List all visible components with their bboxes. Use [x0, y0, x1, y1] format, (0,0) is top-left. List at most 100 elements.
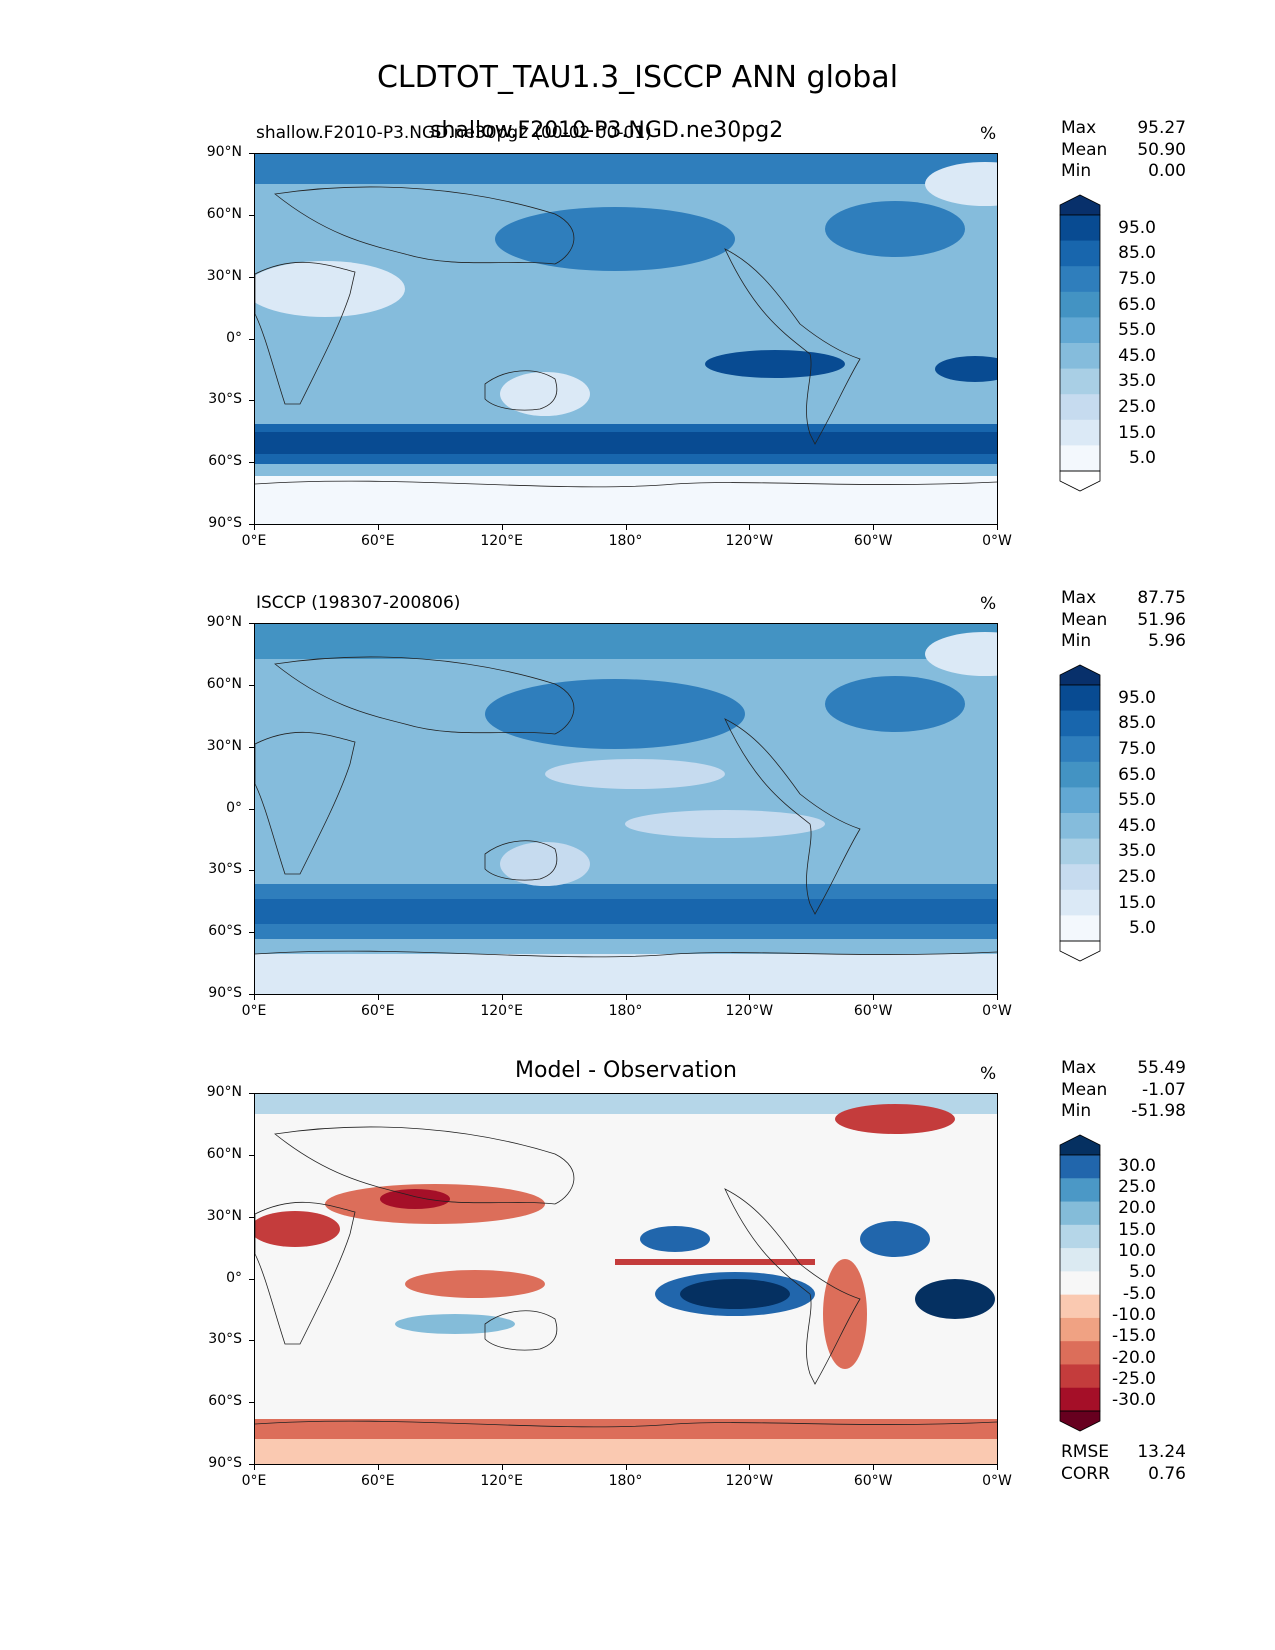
africa-outline — [255, 261, 356, 405]
x-tick-label: 180° — [608, 1003, 643, 1019]
y-tick-mark — [249, 1216, 254, 1218]
x-tick-label: 0°W — [982, 1473, 1012, 1489]
colorbar-segment — [1060, 685, 1100, 712]
north-atlantic-cloud — [825, 676, 965, 732]
se-atlantic-stratocumulus — [935, 356, 997, 382]
y-tick-label: 30°N — [206, 267, 242, 284]
x-tick-mark — [501, 525, 503, 530]
x-tick-label: 60°W — [853, 533, 893, 549]
x-tick-label: 0°E — [241, 1003, 267, 1019]
colorbar-segment — [1060, 838, 1100, 865]
colorbar-segment — [1060, 1178, 1100, 1203]
stat-mean-value: 50.90 — [1137, 139, 1186, 160]
sahara-clear — [255, 261, 405, 317]
colorbar-segment — [1060, 813, 1100, 840]
colorbar-level-label: 85.0 — [1118, 713, 1156, 734]
stat-max-value: 87.75 — [1137, 588, 1186, 608]
colorbar-level-label: -10.0 — [1112, 1305, 1156, 1325]
colorbar-level-label: 25.0 — [1118, 1177, 1156, 1197]
panel2-colorbar-svg — [1059, 664, 1101, 962]
south-america-positive — [823, 1259, 867, 1369]
panel2-map — [254, 623, 998, 995]
colorbar-segment — [1060, 1317, 1100, 1342]
colorbar-level-label: 5.0 — [1128, 918, 1156, 939]
colorbar-level-label: 30.0 — [1118, 1155, 1156, 1176]
y-tick-label: 90°N — [206, 1084, 242, 1100]
panel2-colorbar — [1058, 663, 1103, 963]
colorbar-level-label: -20.0 — [1112, 1347, 1156, 1368]
panel3-colorbar — [1058, 1133, 1103, 1433]
colorbar-segment — [1060, 1248, 1100, 1272]
x-tick-label: 180° — [608, 533, 643, 549]
x-tick-mark — [377, 995, 379, 1000]
colorbar-top-extension — [1059, 664, 1101, 686]
stat-corr-value: 0.76 — [1148, 1463, 1186, 1484]
x-tick-mark — [873, 525, 875, 530]
colorbar-outline — [1059, 1154, 1101, 1412]
colorbar-bottom-extension — [1059, 940, 1101, 962]
y-tick-label: 60°S — [208, 923, 242, 940]
y-tick-mark — [249, 1154, 254, 1156]
africa-outline — [255, 731, 356, 875]
y-tick-label: 60°S — [208, 453, 242, 470]
x-tick-mark — [625, 995, 627, 1000]
colorbar-segment — [1060, 445, 1100, 472]
x-tick-mark — [625, 1465, 627, 1470]
colorbar-segment — [1060, 1294, 1100, 1319]
colorbar-segment — [1060, 889, 1100, 916]
y-tick-mark — [249, 623, 254, 624]
colorbar-level-label: 45.0 — [1118, 345, 1156, 366]
colorbar-level-label: 15.0 — [1118, 422, 1156, 443]
y-tick-label: 30°S — [208, 391, 242, 408]
tibet-positive-core — [380, 1189, 450, 1209]
colorbar-outline — [1059, 214, 1101, 472]
x-tick-label: 60°W — [853, 1473, 893, 1489]
y-tick-label: 0° — [226, 1269, 242, 1286]
colorbar-top-extension — [1059, 1134, 1101, 1156]
x-tick-mark — [997, 525, 998, 530]
colorbar-level-label: 95.0 — [1118, 687, 1156, 708]
colorbar-level-label: -15.0 — [1112, 1326, 1156, 1347]
se-atlantic-negative — [915, 1279, 995, 1319]
colorbar-level-label: 65.0 — [1118, 764, 1156, 785]
colorbar-level-label: 75.0 — [1118, 269, 1156, 289]
colorbar-level-label: 5.0 — [1128, 1262, 1156, 1283]
panel3-colorbar-svg — [1059, 1134, 1101, 1432]
americas-outline — [724, 248, 861, 445]
itcz-positive-band — [615, 1259, 815, 1265]
y-tick-label: 60°N — [206, 675, 242, 692]
figure-suptitle: CLDTOT_TAU1.3_ISCCP ANN global — [376, 60, 899, 95]
x-tick-mark — [749, 1465, 751, 1470]
colorbar-level-label: 55.0 — [1118, 320, 1156, 341]
panel3-error-stats: RMSE 13.24 CORR 0.76 — [1061, 1442, 1186, 1485]
y-tick-label: 90°S — [208, 1455, 242, 1471]
stat-max-value: 95.27 — [1137, 118, 1186, 138]
x-tick-label: 0°W — [982, 533, 1012, 549]
x-tick-mark — [873, 1465, 875, 1470]
y-tick-mark — [249, 1402, 254, 1404]
colorbar-level-label: 35.0 — [1118, 841, 1156, 862]
stat-min-label: Min — [1061, 631, 1092, 651]
colorbar-segment — [1060, 915, 1100, 942]
southern-ocean-core — [255, 899, 997, 924]
colorbar-level-label: -30.0 — [1112, 1390, 1156, 1411]
panel1-colorbar-svg — [1059, 194, 1101, 492]
x-tick-mark — [501, 995, 503, 1000]
y-tick-mark — [249, 932, 254, 934]
australia-outline — [484, 1310, 558, 1351]
panel1-units: % — [980, 124, 997, 144]
colorbar-segment — [1060, 394, 1100, 421]
x-tick-label: 180° — [608, 1473, 643, 1489]
antarctica-outline — [255, 480, 997, 488]
y-tick-mark — [249, 1340, 254, 1342]
panel1-stats: Max 95.27 Mean 50.90 Min 0.00 — [1061, 118, 1186, 183]
colorbar-segment — [1060, 1224, 1100, 1249]
y-tick-label: 90°S — [208, 985, 242, 1001]
panel3-map — [254, 1093, 998, 1465]
y-tick-label: 90°N — [206, 614, 242, 630]
stat-max-label: Max — [1061, 118, 1097, 138]
x-tick-label: 120°W — [725, 533, 774, 549]
colorbar-level-label: -5.0 — [1122, 1283, 1156, 1304]
colorbar-segment — [1060, 215, 1100, 242]
stat-mean-label: Mean — [1061, 139, 1108, 160]
